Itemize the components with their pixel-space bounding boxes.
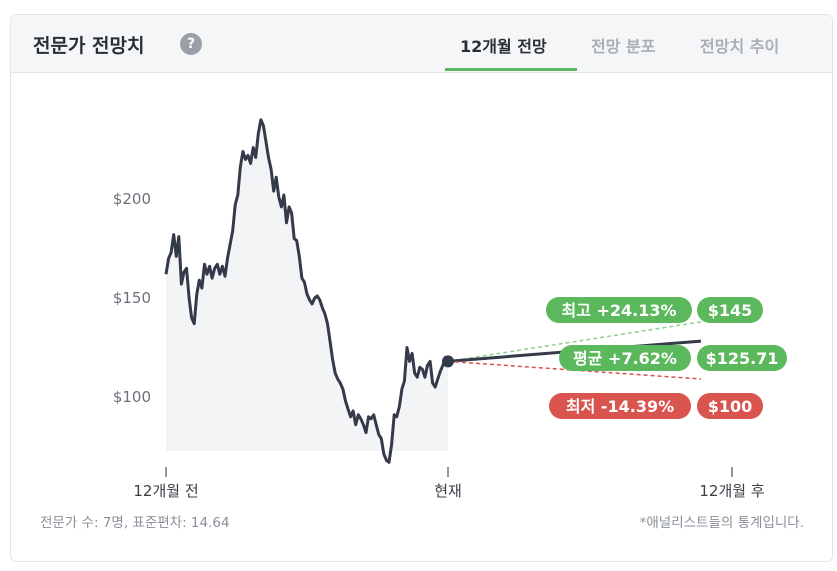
tab-forecast-distribution[interactable]: 전망 분포 — [591, 37, 656, 56]
y-tick-label: $200 — [113, 190, 151, 208]
x-tick-label: 12개월 후 — [699, 482, 764, 500]
tab-12-month-forecast[interactable]: 12개월 전망 — [460, 37, 547, 56]
forecast-high-value-text: $145 — [708, 301, 753, 320]
analyst-stats: 전문가 수: 7명, 표준편차: 14.64 — [40, 515, 230, 531]
active-tab-indicator — [445, 68, 577, 71]
price-history-line — [164, 118, 450, 464]
forecast-low-value: $100 — [697, 393, 763, 419]
forecast-high-line — [447, 321, 702, 363]
card-header: 전문가 전망치 ? 12개월 전망 전망 분포 전망치 추이 — [11, 15, 832, 73]
y-tick-label: $150 — [113, 289, 151, 307]
analyst-forecast-card: 전문가 전망치 ? 12개월 전망 전망 분포 전망치 추이 $200 $150 $… — [10, 14, 833, 562]
forecast-average-value: $125.71 — [697, 345, 787, 371]
stats-note: *애널리스트들의 통계입니다. — [639, 515, 804, 531]
forecast-high-value: $145 — [697, 297, 763, 323]
current-price-point — [442, 355, 454, 368]
forecast-low-value-text: $100 — [708, 397, 753, 416]
price-forecast-chart: $200 $150 $100 최고 +24.13% $145 평균 +7.62% $125… — [113, 118, 787, 500]
forecast-average-badge-text: 평균 +7.62% — [573, 349, 677, 368]
x-tick-label: 12개월 전 — [133, 482, 198, 500]
forecast-low-badge-text: 최저 -14.39% — [566, 397, 674, 416]
card-title: 전문가 전망치 — [33, 35, 145, 57]
forecast-high-badge-text: 최고 +24.13% — [561, 301, 676, 320]
x-tick-label: 현재 — [434, 482, 462, 500]
question-circle-icon[interactable]: ? — [180, 33, 202, 55]
forecast-low-badge: 최저 -14.39% — [549, 393, 691, 419]
forecast-average-badge: 평균 +7.62% — [559, 345, 691, 371]
y-tick-label: $100 — [113, 388, 151, 406]
forecast-high-badge: 최고 +24.13% — [546, 297, 692, 323]
tab-forecast-trend[interactable]: 전망치 추이 — [700, 37, 780, 56]
forecast-average-value-text: $125.71 — [706, 349, 779, 368]
